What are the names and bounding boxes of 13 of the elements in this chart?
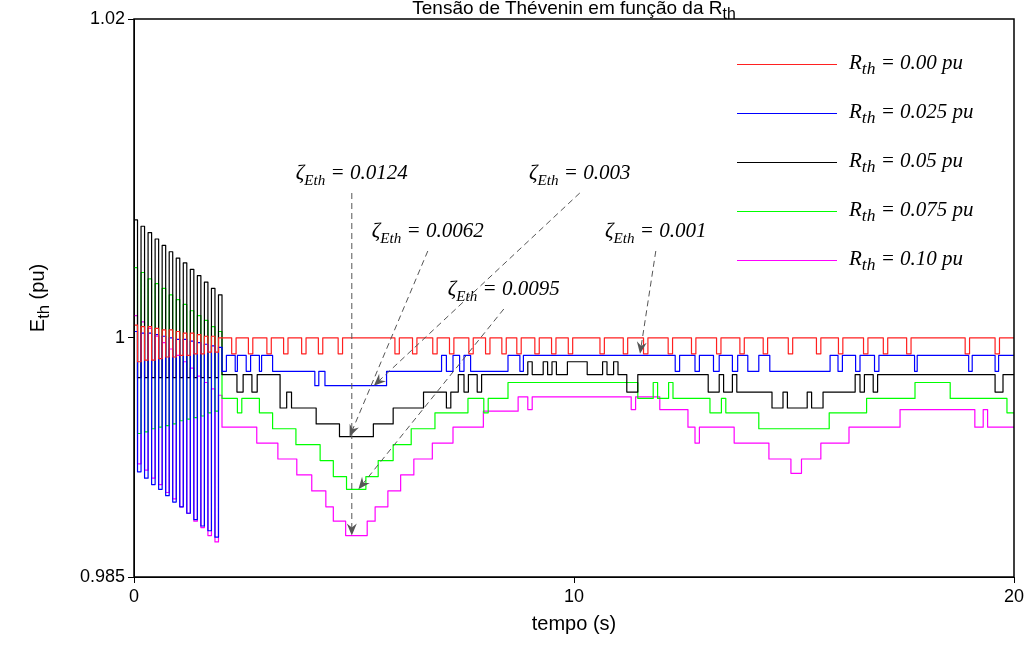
x-tick-label: 20: [1003, 585, 1025, 606]
legend-label: R$_{th}$ = 0.05 pu: [849, 147, 964, 178]
y-tick-label: 0.985: [79, 565, 125, 586]
chart-title: Tensão de Thévenin em função da R$_{th}$: [411, 0, 737, 23]
legend-label: R$_{th}$ = 0.075 pu: [849, 196, 974, 227]
legend-label: R$_{th}$ = 0.10 pu: [849, 245, 964, 276]
y-tick-label: 1: [114, 326, 125, 347]
x-tick-label: 10: [563, 585, 585, 606]
legend-label: R$_{th}$ = 0.025 pu: [849, 98, 974, 129]
legend-label: R$_{th}$ = 0.00 pu: [849, 49, 964, 80]
x-tick-label: 0: [128, 585, 140, 606]
x-axis-title: tempo (s): [530, 612, 618, 635]
y-tick-label: 1.02: [89, 7, 125, 28]
